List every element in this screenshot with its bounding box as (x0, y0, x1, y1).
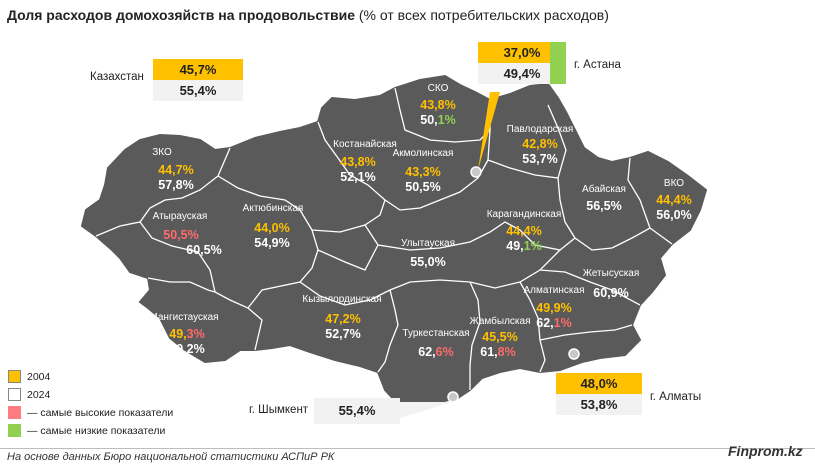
kazakhstan-2004: 45,7% (153, 59, 243, 80)
region-atyrau-2004: 50,5% (163, 228, 199, 242)
region-sko-2024: 50,1% (420, 113, 456, 127)
region-aktobe-2024: 54,9% (254, 236, 290, 250)
astana-pointer (478, 92, 500, 170)
region-ulytau-2024: 55,0% (410, 255, 446, 269)
kazakhstan-2024: 55,4% (153, 80, 243, 101)
region-kostanay-name: Костанайская (333, 139, 397, 150)
region-almatyobl-2024: 62,1% (536, 316, 572, 330)
region-borders (95, 87, 673, 390)
legend-label-high: — самые высокие показатели (27, 407, 174, 419)
region-karaganda-2004: 44,4% (506, 224, 542, 238)
almaty-2004: 48,0% (556, 373, 642, 394)
region-almatyobl-2004: 49,9% (536, 301, 572, 315)
shymkent-marker (447, 391, 459, 403)
footer-divider (0, 448, 815, 449)
region-aktobe-2004: 44,0% (254, 221, 290, 235)
astana-2024: 49,4% (478, 63, 566, 84)
region-kostanay-2004: 43,8% (340, 155, 376, 169)
region-aktobe-name: Актюбинская (242, 203, 304, 214)
region-kyzylorda-2004: 47,2% (325, 312, 361, 326)
legend-swatch-high (8, 406, 21, 419)
almaty-label: г. Алматы (650, 391, 702, 403)
page-title: Доля расходов домохозяйств на продовольс… (7, 7, 609, 23)
kazakhstan-box: 45,7% 55,4% (153, 59, 243, 101)
shymkent-pointer (400, 402, 452, 418)
region-zhambyl-2004: 45,5% (482, 330, 518, 344)
region-zko-name: ЗКО (152, 147, 172, 158)
region-akmola-2024: 50,5% (405, 180, 441, 194)
shymkent-2024: 55,4% (314, 398, 400, 424)
shymkent-box: 55,4% (314, 398, 400, 424)
region-abay-2024: 56,5% (586, 199, 622, 213)
brand-logo: Finprom.kz (728, 443, 803, 459)
region-vko-2004: 44,4% (656, 193, 692, 207)
almaty-2024: 53,8% (556, 394, 642, 415)
region-zko-2004: 44,7% (158, 163, 194, 177)
region-zhambyl-name: Жамбылская (469, 316, 531, 327)
region-kyzylorda-name: Кызылординская (302, 294, 382, 305)
region-zko-2024: 57,8% (158, 178, 194, 192)
region-sko-name: СКО (427, 83, 449, 94)
region-pavlodar-name: Павлодарская (506, 124, 574, 135)
region-akmola-2004: 43,3% (405, 165, 441, 179)
astana-2004: 37,0% (478, 42, 566, 63)
region-zhetysu-2024: 60,9% (593, 286, 629, 300)
region-abay-name: Абайская (582, 184, 626, 195)
region-zhetysu-name: Жетысуская (582, 268, 640, 279)
region-almatyobl-name: Алматинская (523, 285, 585, 296)
astana-marker (470, 166, 482, 178)
region-mangystau-name: Мангистауская (149, 312, 219, 323)
region-atyrau-name: Атырауская (152, 211, 208, 222)
region-mangystau-2004: 49,3% (169, 327, 205, 341)
region-ulytau-name: Улытауская (400, 238, 456, 249)
legend-label-2004: 2004 (27, 371, 51, 383)
region-vko-2024: 56,0% (656, 208, 692, 222)
region-zhambyl-2024: 61,8% (480, 345, 516, 359)
region-pavlodar-2024: 53,7% (522, 152, 558, 166)
almaty-box: 48,0% 53,8% (556, 373, 642, 415)
shymkent-label: г. Шымкент (249, 404, 309, 416)
astana-label: г. Астана (574, 59, 621, 71)
region-turkestan-2024: 62,6% (418, 345, 454, 359)
region-vko-name: ВКО (663, 178, 685, 189)
region-akmola-name: Акмолинская (392, 148, 454, 159)
region-atyrau-2024: 60,5% (186, 243, 222, 257)
almaty-marker (568, 348, 580, 360)
kazakhstan-label: Казахстан (90, 71, 144, 83)
region-karaganda-name: Карагандинская (486, 209, 562, 220)
region-kostanay-2024: 52,1% (340, 170, 376, 184)
region-mangystau-2024: 60,2% (169, 342, 205, 356)
legend-swatch-2024 (8, 388, 21, 401)
legend-label-2024: 2024 (27, 389, 51, 401)
source-note: На основе данных Бюро национальной стати… (7, 451, 335, 463)
legend-swatch-low (8, 424, 21, 437)
region-pavlodar-2004: 42,8% (522, 137, 558, 151)
region-sko-2004: 43,8% (420, 98, 456, 112)
legend-label-low: — самые низкие показатели (27, 425, 166, 437)
region-karaganda-2024: 49,1% (506, 239, 542, 253)
astana-box: 37,0% 49,4% (478, 42, 566, 84)
legend-swatch-2004 (8, 370, 21, 383)
region-kyzylorda-2024: 52,7% (325, 327, 361, 341)
region-turkestan-name: Туркестанская (402, 328, 470, 339)
